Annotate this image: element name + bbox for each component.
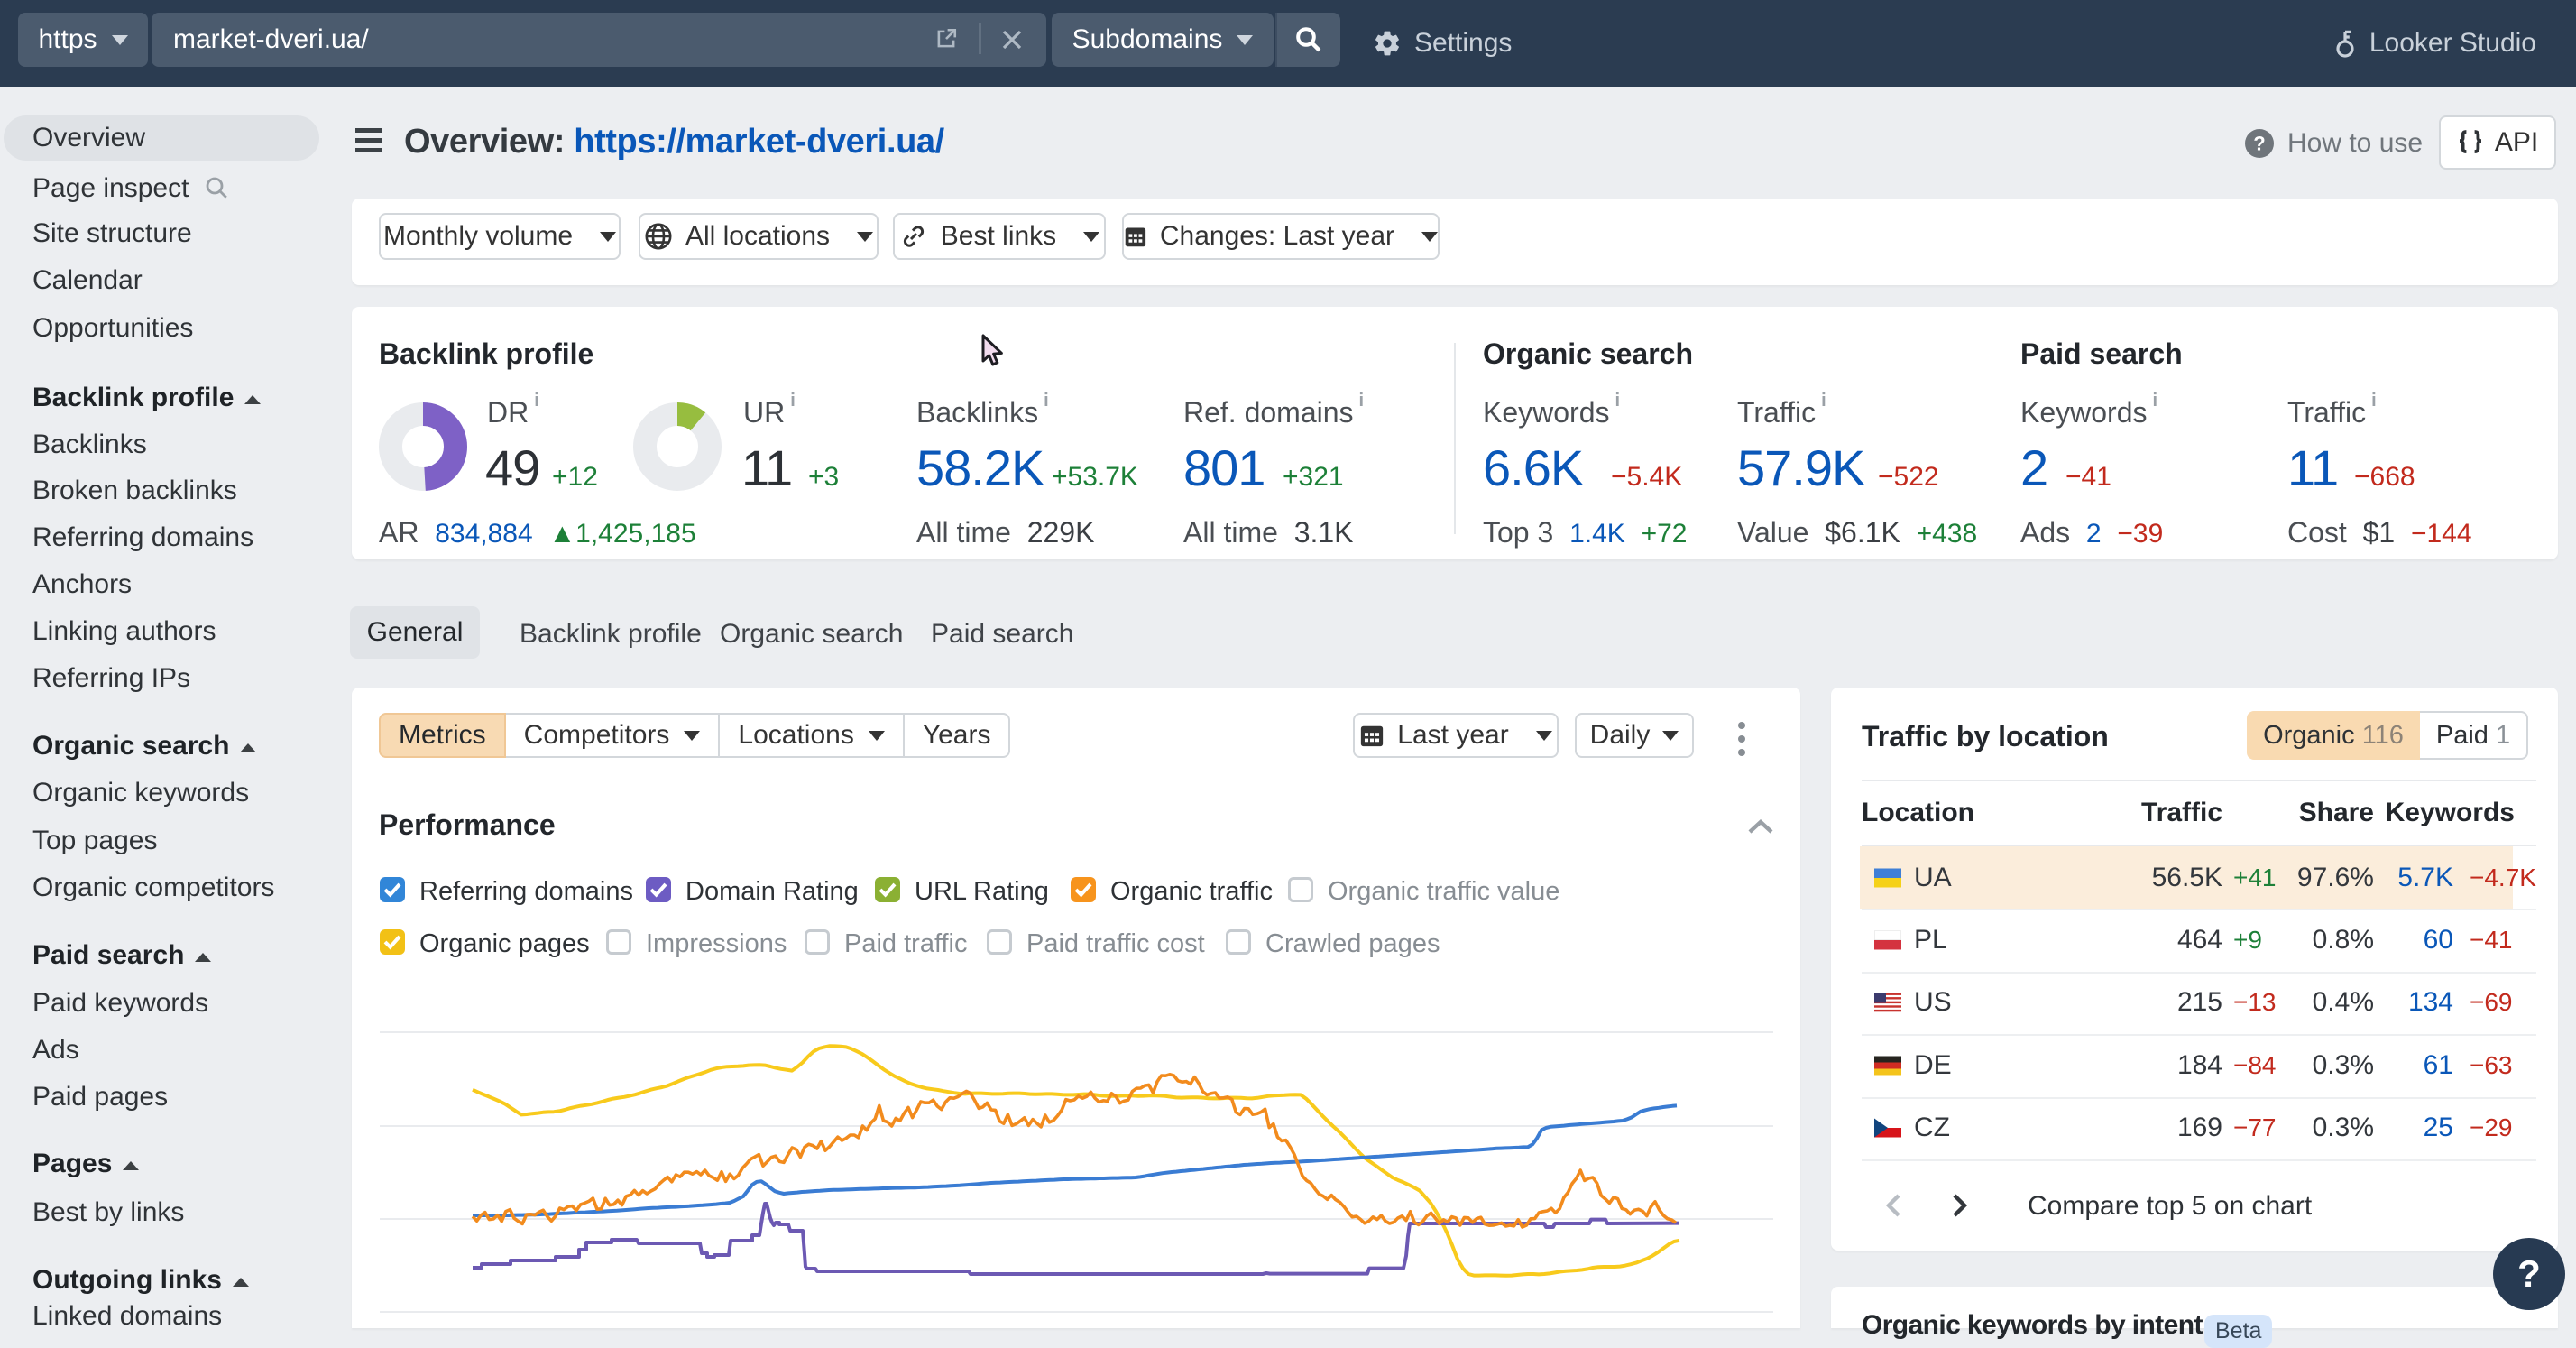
svg-text:?: ? [2253,132,2265,154]
